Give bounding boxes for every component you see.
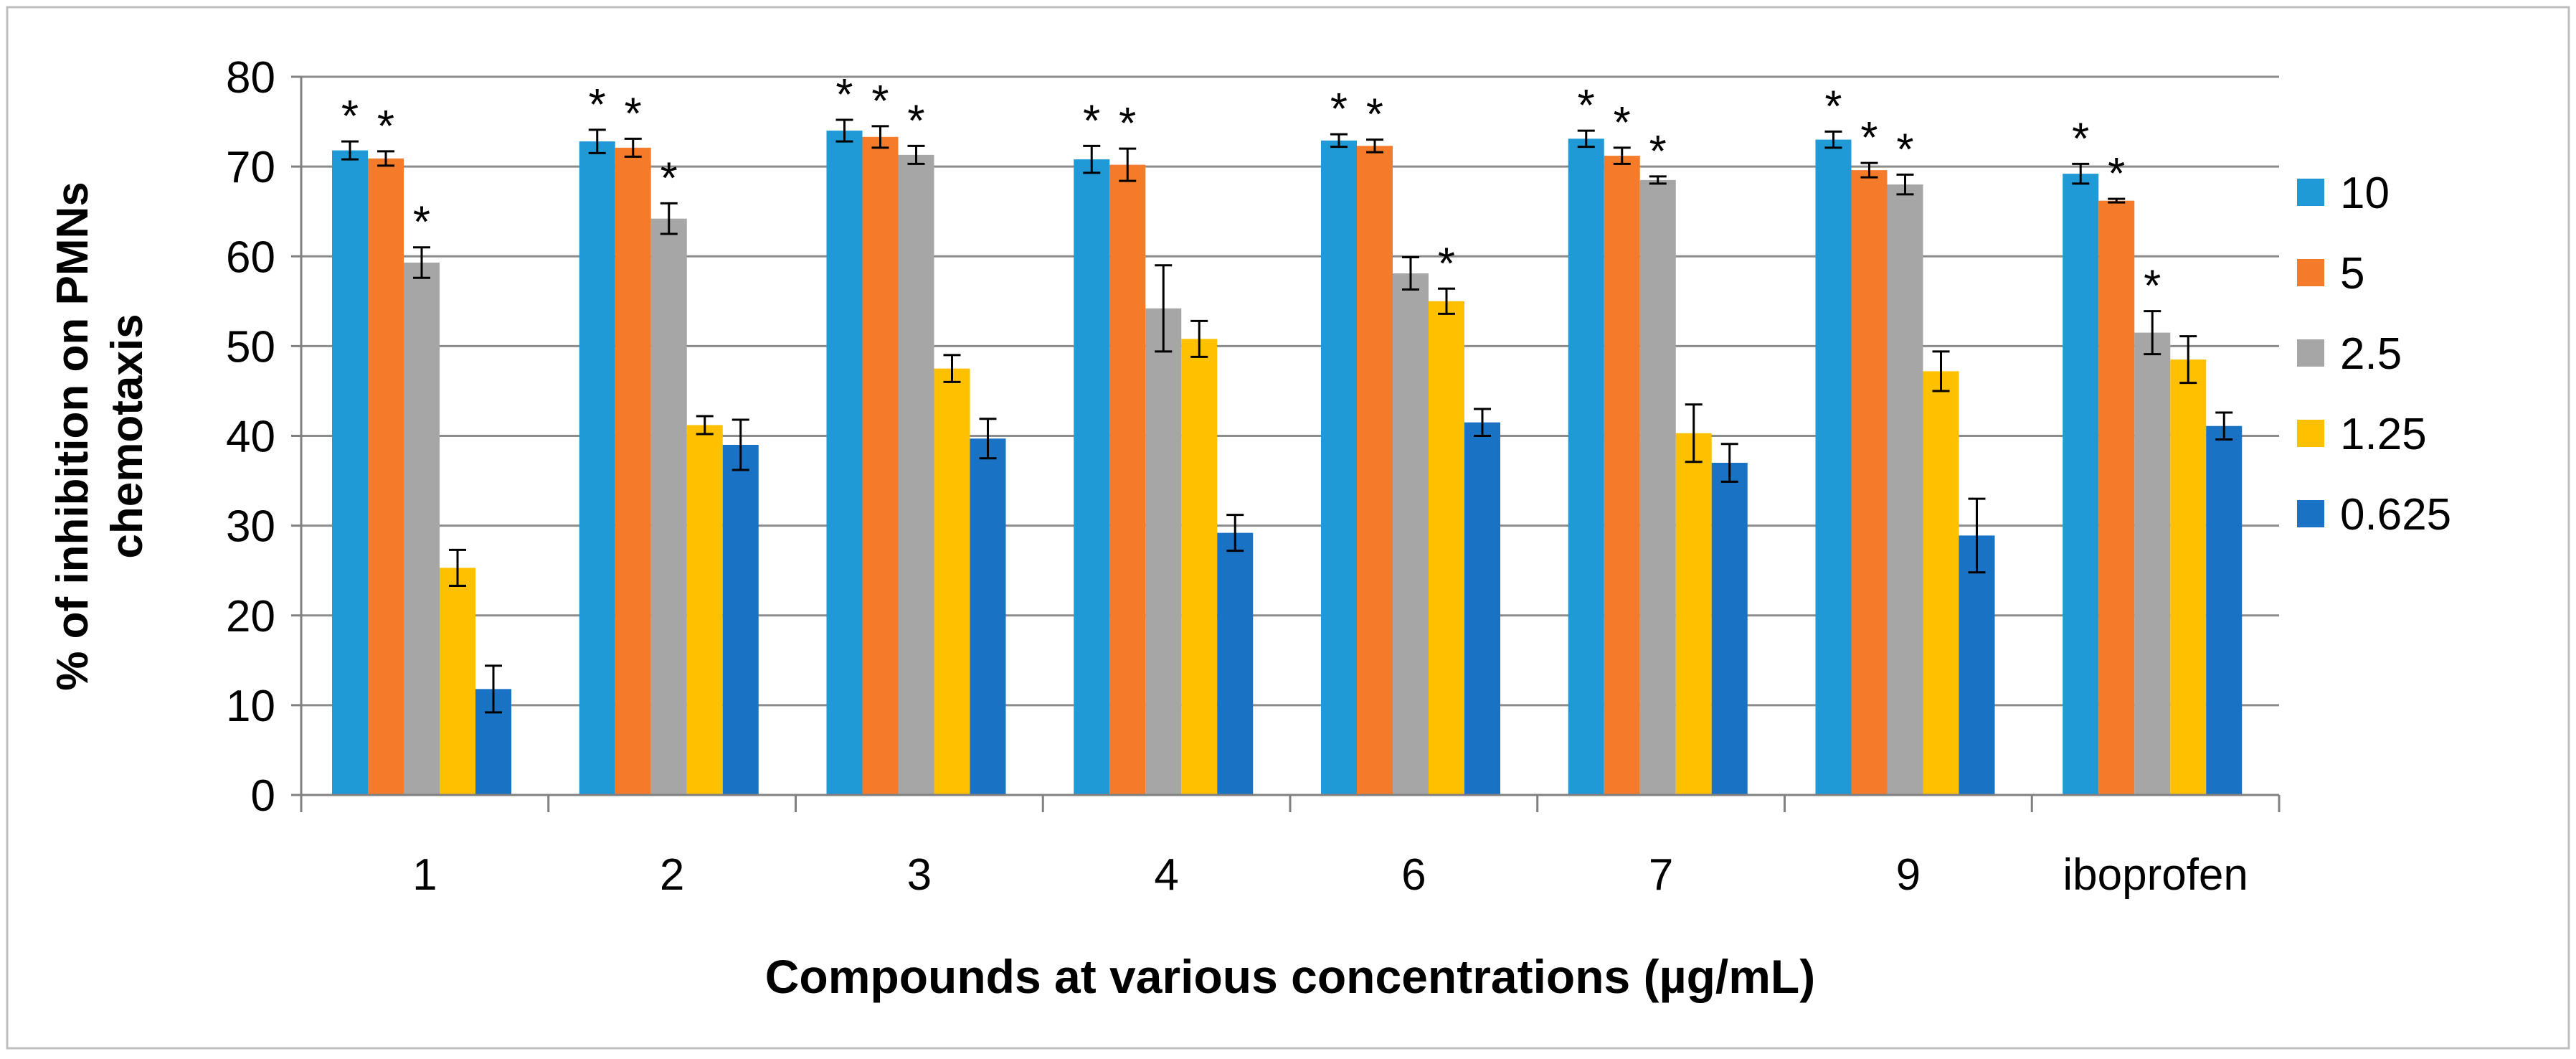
bar (615, 147, 651, 795)
bar (1357, 146, 1393, 795)
bar (934, 368, 970, 795)
bar (2206, 425, 2243, 795)
bar (1181, 339, 1218, 795)
bar (2098, 200, 2135, 795)
bar (1639, 179, 1676, 796)
tick-labels: 0 10 20 30 40 50 60 70 80 1 2 3 4 6 7 9 iboprofen (226, 53, 2248, 900)
legend-swatch (2297, 500, 2324, 527)
y-tick-label: 60 (226, 232, 275, 282)
significance-marker: * (1083, 96, 1100, 146)
bar (1887, 184, 1923, 795)
legend-swatch (2297, 259, 2324, 286)
bar (2134, 332, 2171, 795)
significance-marker: * (1860, 113, 1877, 163)
bar (650, 218, 687, 795)
bar (2063, 174, 2099, 795)
bar (332, 150, 368, 796)
legend-swatch (2297, 420, 2324, 447)
x-tick-label: 2 (660, 850, 684, 900)
y-tick-label: 50 (226, 322, 275, 372)
significance-marker: * (2144, 262, 2161, 311)
bar (1074, 159, 1110, 796)
legend: 10 5 2.5 1.25 0.625 (2297, 169, 2451, 540)
bar (898, 154, 934, 795)
y-axis-title-line-2: chemotaxis (103, 314, 152, 558)
bar (1923, 371, 1959, 795)
significance-marker: * (1119, 99, 1136, 149)
bar (1321, 140, 1357, 795)
axes (300, 77, 2279, 796)
bar (1145, 308, 1182, 795)
significance-marker: * (341, 92, 359, 141)
y-tick-label: 20 (226, 592, 275, 641)
y-tick-label: 80 (226, 53, 275, 103)
bar (1217, 532, 1254, 795)
bar (368, 158, 404, 795)
significance-marker: * (1824, 82, 1842, 131)
y-tick-label: 10 (226, 682, 275, 731)
y-tick-label: 40 (226, 413, 275, 462)
bar (1393, 273, 1429, 795)
bar (1568, 138, 1604, 795)
x-tick-label: iboprofen (2063, 850, 2248, 900)
x-axis-title: Compounds at various concentrations (µg/… (765, 950, 1815, 1003)
bar (1711, 463, 1748, 795)
significance-marker: * (1366, 90, 1383, 140)
y-tick-label: 0 (251, 771, 275, 821)
significance-marker: * (2072, 114, 2089, 164)
significance-marker: * (1649, 127, 1667, 176)
bar (404, 263, 440, 795)
bar (1429, 301, 1464, 795)
bar (826, 131, 863, 795)
bar (862, 136, 899, 796)
legend-label: 2.5 (2340, 329, 2402, 379)
y-axis-title-line-1: % of inhibition on PMNs (48, 182, 98, 690)
x-tick-label: 7 (1649, 850, 1673, 900)
legend-label: 0.625 (2340, 490, 2451, 540)
x-tick-label: 9 (1896, 850, 1921, 900)
bar (2170, 359, 2207, 795)
legend-label: 10 (2340, 169, 2390, 218)
bar (579, 141, 615, 796)
bar (1815, 139, 1852, 795)
bar (1675, 433, 1712, 795)
bars: * * * * * * * * * * * * * * * * * * * * * * * (332, 70, 2243, 796)
significance-marker: * (589, 80, 606, 130)
significance-marker: * (1578, 81, 1595, 131)
bar (1959, 535, 1995, 795)
significance-marker: * (660, 154, 678, 203)
significance-marker: * (871, 77, 889, 126)
significance-marker: * (1614, 98, 1631, 148)
y-tick-label: 30 (226, 502, 275, 552)
legend-swatch (2297, 179, 2324, 206)
bar (970, 438, 1006, 795)
bar (1851, 170, 1888, 795)
legend-label: 5 (2340, 249, 2364, 298)
significance-marker: * (413, 198, 430, 248)
bar (1464, 422, 1500, 795)
bar (440, 568, 475, 795)
y-tick-label: 70 (226, 143, 275, 192)
bar (1604, 156, 1640, 796)
significance-marker: * (907, 96, 924, 146)
x-tick-label: 3 (907, 850, 932, 900)
bar (722, 445, 759, 795)
significance-marker: * (1896, 125, 1913, 174)
x-tick-label: 4 (1154, 850, 1178, 900)
legend-swatch (2297, 339, 2324, 367)
y-axis-title: % of inhibition on PMNs chemotaxis (48, 182, 152, 690)
bar (686, 425, 723, 795)
significance-marker: * (835, 70, 853, 120)
significance-marker: * (1438, 239, 1455, 288)
significance-marker: * (377, 102, 394, 151)
significance-marker: * (625, 89, 642, 138)
significance-marker: * (2108, 149, 2125, 199)
legend-label: 1.25 (2340, 410, 2427, 459)
bar (1109, 164, 1146, 795)
x-tick-label: 1 (412, 850, 437, 900)
significance-marker: * (1330, 85, 1348, 134)
x-tick-label: 6 (1401, 850, 1426, 900)
